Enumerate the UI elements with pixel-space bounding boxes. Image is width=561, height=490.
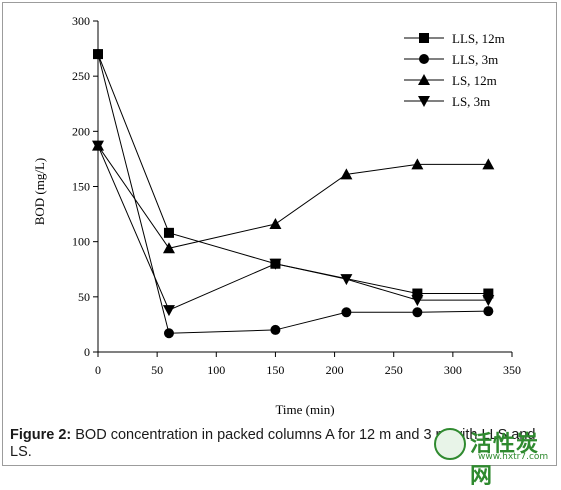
watermark: 活性炭网 www.hxtr7.com bbox=[430, 424, 560, 489]
series-line-3 bbox=[97, 145, 489, 249]
y-axis-label: BOD (mg/L) bbox=[32, 158, 47, 226]
series-line-2 bbox=[97, 53, 489, 334]
legend-marker-1 bbox=[419, 33, 429, 43]
data-point-series-1 bbox=[163, 227, 174, 238]
figure-caption: Figure 2: BOD concentration in packed co… bbox=[10, 427, 550, 461]
data-point-series-3 bbox=[482, 158, 495, 170]
legend-label-3: LS, 12m bbox=[452, 73, 497, 88]
x-tick-label: 350 bbox=[503, 363, 521, 377]
watermark-logo-icon bbox=[434, 428, 466, 460]
figure-frame bbox=[2, 2, 557, 466]
data-point-series-4 bbox=[269, 258, 282, 270]
y-tick-label: 50 bbox=[78, 290, 90, 304]
legend-label-1: LLS, 12m bbox=[452, 31, 505, 46]
y-tick-label: 300 bbox=[72, 14, 90, 28]
caption-label: Figure 2: bbox=[10, 427, 72, 443]
x-tick-label: 100 bbox=[207, 363, 225, 377]
data-point-series-1 bbox=[483, 288, 494, 299]
watermark-url: www.hxtr7.com bbox=[478, 452, 549, 462]
data-point-series-3 bbox=[269, 218, 282, 230]
y-tick-label: 0 bbox=[84, 345, 90, 359]
data-point-series-4 bbox=[92, 140, 104, 152]
data-point-series-4 bbox=[340, 274, 353, 286]
y-tick-label: 150 bbox=[72, 180, 90, 194]
y-tick-label: 200 bbox=[72, 124, 90, 138]
x-tick-label: 200 bbox=[326, 363, 344, 377]
legend-label-2: LLS, 3m bbox=[452, 52, 498, 67]
caption-text: BOD concentration in packed columns A fo… bbox=[10, 427, 536, 460]
data-point-series-4 bbox=[411, 295, 424, 307]
data-point-series-2 bbox=[163, 328, 174, 339]
data-point-series-2 bbox=[93, 49, 103, 60]
legend-marker-3 bbox=[418, 74, 430, 85]
x-tick-label: 0 bbox=[95, 363, 101, 377]
data-point-series-2 bbox=[412, 307, 423, 318]
data-point-series-3 bbox=[411, 158, 424, 170]
x-tick-label: 300 bbox=[444, 363, 462, 377]
series-line-4 bbox=[97, 145, 489, 311]
series-line-1 bbox=[97, 53, 489, 295]
x-tick-label: 150 bbox=[266, 363, 284, 377]
data-point-series-4 bbox=[482, 295, 495, 307]
x-axis-label: Time (min) bbox=[275, 402, 334, 417]
x-tick-label: 250 bbox=[385, 363, 403, 377]
legend-marker-4 bbox=[418, 96, 430, 107]
data-point-series-4 bbox=[162, 305, 175, 317]
data-point-series-2 bbox=[483, 306, 494, 317]
y-tick-label: 100 bbox=[72, 235, 90, 249]
legend-label-4: LS, 3m bbox=[452, 94, 490, 109]
bod-chart: 0 50 100 150 200 250 300 0 50 100 150 200 250 300 350 T… bbox=[32, 14, 521, 417]
data-point-series-3 bbox=[162, 242, 175, 254]
data-point-series-1 bbox=[412, 288, 423, 299]
x-tick-label: 50 bbox=[151, 363, 163, 377]
y-tick-label: 250 bbox=[72, 69, 90, 83]
data-point-series-2 bbox=[270, 324, 281, 335]
data-point-series-3 bbox=[340, 168, 353, 180]
legend-marker-2 bbox=[419, 54, 429, 64]
data-point-series-2 bbox=[341, 307, 352, 318]
